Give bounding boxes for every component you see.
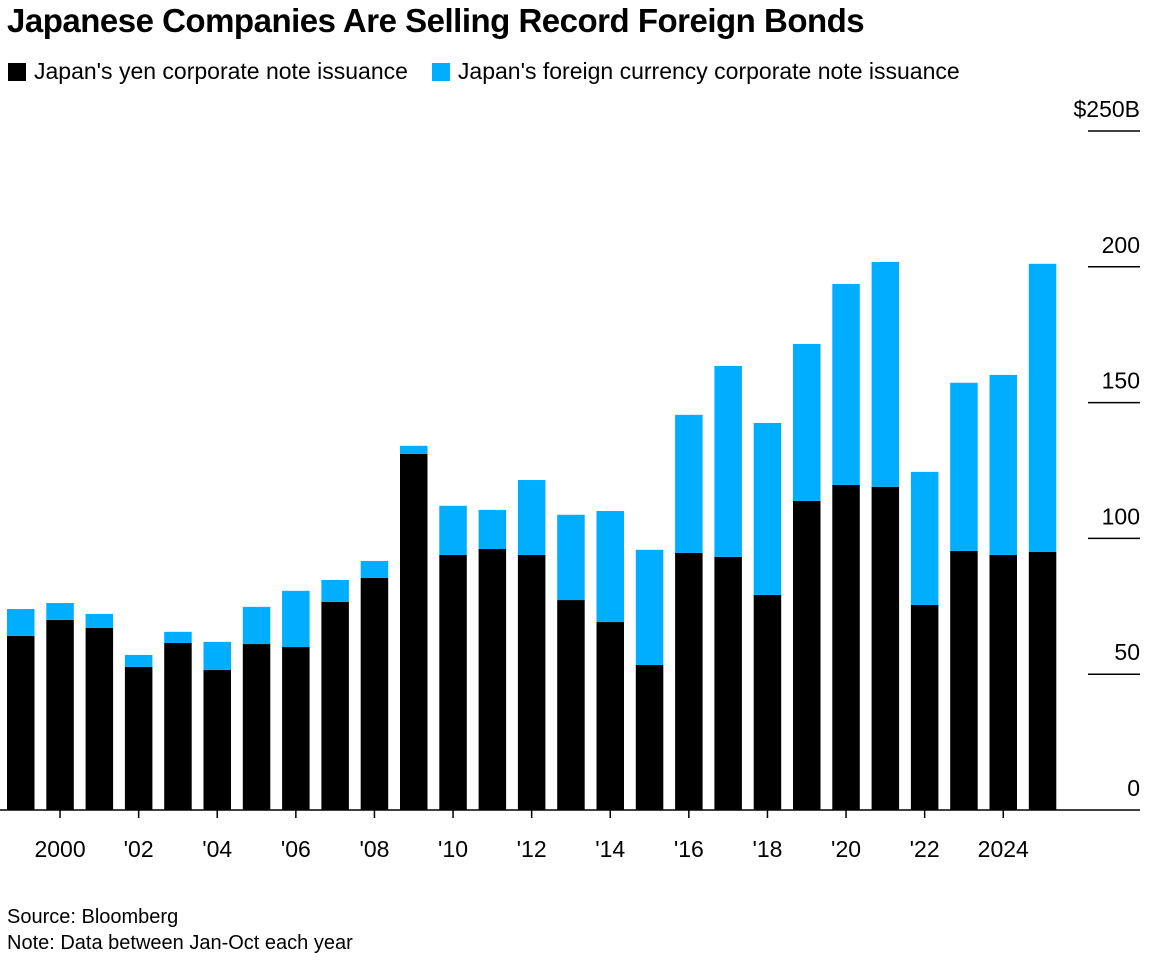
- legend-label-yen: Japan's yen corporate note issuance: [34, 58, 408, 84]
- x-tick-label: '20: [831, 836, 861, 862]
- x-tick-label: '18: [752, 836, 782, 862]
- bar-yen: [478, 548, 507, 810]
- bar-yen: [596, 622, 624, 810]
- bar-foreign: [989, 374, 1017, 555]
- bar-foreign: [910, 471, 939, 605]
- bar-foreign: [400, 445, 428, 454]
- bar-foreign: [203, 641, 231, 670]
- bar-foreign: [7, 609, 35, 636]
- bar-foreign: [517, 480, 546, 555]
- bar-yen: [242, 644, 271, 810]
- bar-foreign: [753, 422, 782, 595]
- chart-title: Japanese Companies Are Selling Record Fo…: [7, 2, 865, 39]
- bar-yen: [793, 500, 821, 810]
- footnotes: Source: Bloomberg Note: Data between Jan…: [7, 904, 353, 956]
- x-tick-label: '10: [438, 836, 468, 862]
- bar-yen: [360, 577, 389, 810]
- bar-yen: [517, 554, 546, 810]
- legend-item-yen: Japan's yen corporate note issuance: [8, 58, 408, 85]
- x-tick-label: '08: [359, 836, 389, 862]
- x-tick-label: '12: [517, 836, 547, 862]
- x-tick-label: '14: [595, 836, 625, 862]
- bar-foreign: [85, 613, 114, 629]
- legend-swatch-foreign: [431, 62, 450, 81]
- bar-foreign: [557, 514, 585, 601]
- y-tick-label: 0: [1127, 775, 1140, 801]
- bar-yen: [282, 647, 310, 810]
- bar-yen: [124, 666, 153, 810]
- y-tick-label: 100: [1102, 503, 1140, 529]
- y-tick-label: 50: [1114, 639, 1140, 665]
- bar-foreign: [596, 510, 624, 623]
- bar-yen: [46, 619, 74, 810]
- bar-yen: [164, 642, 192, 810]
- bar-yen: [557, 600, 585, 810]
- bar-yen: [989, 554, 1017, 810]
- x-tick-label: 2024: [978, 836, 1029, 862]
- bar-yen: [871, 486, 900, 810]
- bar-yen: [85, 628, 114, 810]
- source-text: Source: Bloomberg: [7, 906, 179, 928]
- x-tick-label: '22: [910, 836, 940, 862]
- bar-yen: [675, 552, 703, 810]
- bar-foreign: [321, 579, 349, 602]
- bar-foreign: [478, 509, 507, 549]
- bar-yen: [439, 554, 467, 810]
- bar-foreign: [164, 631, 192, 643]
- legend: Japan's yen corporate note issuance Japa…: [8, 58, 960, 85]
- stacked-bar-chart: 0 50 100 150 200 $250B 2000 '02 '04 '06 '08 '10 '12 '…: [0, 96, 1140, 862]
- bar-foreign: [360, 560, 389, 578]
- legend-label-foreign: Japan's foreign currency corporate note …: [457, 58, 960, 84]
- bar-yen: [832, 484, 860, 810]
- y-tick-label: 150: [1102, 368, 1140, 394]
- bar-foreign: [675, 414, 703, 553]
- bar-foreign: [871, 261, 900, 487]
- note-text: Note: Data between Jan-Oct each year: [7, 932, 353, 954]
- legend-item-foreign: Japan's foreign currency corporate note …: [431, 58, 960, 85]
- bar-yen: [950, 550, 978, 810]
- bar-foreign: [832, 283, 860, 485]
- x-tick-label: '06: [281, 836, 311, 862]
- bar-foreign: [282, 590, 310, 648]
- bar-foreign: [124, 654, 153, 667]
- bar-yen: [321, 601, 349, 810]
- legend-swatch-yen: [8, 62, 26, 81]
- bar-yen: [1028, 551, 1057, 810]
- bar-yen: [714, 556, 742, 810]
- bar-yen: [910, 604, 939, 810]
- bar-yen: [635, 664, 664, 810]
- bar-foreign: [714, 365, 742, 557]
- bar-foreign: [242, 606, 271, 645]
- x-tick-label: '04: [202, 836, 232, 862]
- bar-foreign: [1028, 263, 1057, 552]
- bar-yen: [400, 453, 428, 810]
- bar-yen: [753, 594, 782, 810]
- bar-yen: [7, 635, 35, 810]
- x-tick-label: '16: [674, 836, 704, 862]
- x-tick-label: '02: [124, 836, 154, 862]
- bar-foreign: [635, 549, 664, 665]
- y-tick-label: $250B: [1073, 96, 1140, 122]
- bar-foreign: [793, 343, 821, 501]
- bar-foreign: [46, 603, 74, 620]
- bar-foreign: [439, 505, 467, 555]
- bar-yen: [203, 669, 231, 810]
- y-tick-label: 200: [1102, 232, 1140, 258]
- x-tick-label: 2000: [34, 836, 85, 862]
- bar-foreign: [950, 382, 978, 551]
